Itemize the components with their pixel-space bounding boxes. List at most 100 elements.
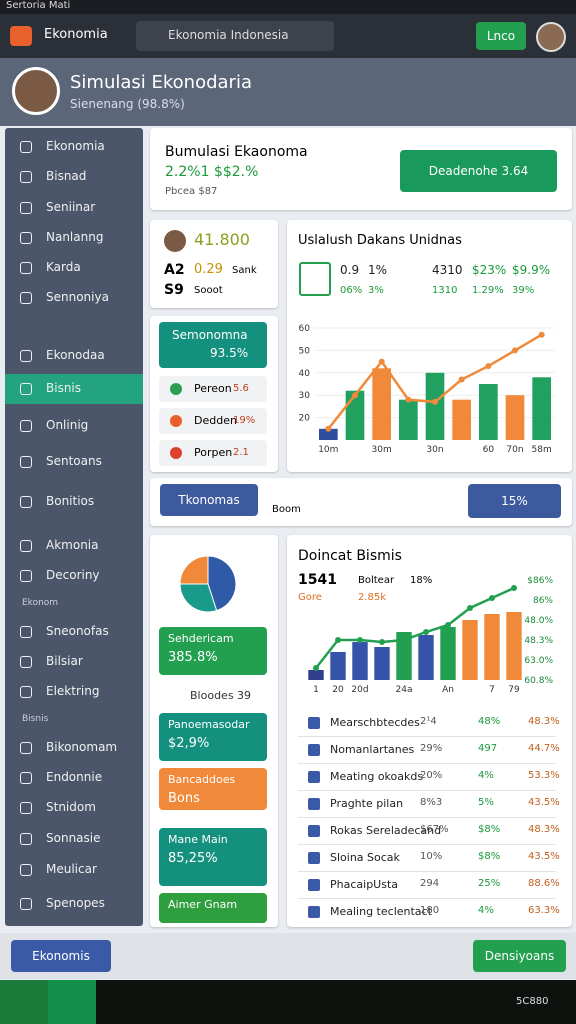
side-list-value: 5.6 bbox=[233, 383, 249, 394]
table-cell: 43.5% bbox=[528, 851, 560, 862]
line-point bbox=[423, 629, 429, 635]
action-right[interactable]: 15% bbox=[468, 484, 561, 518]
table-cell: 48% bbox=[478, 716, 501, 727]
left-box-text: Mane Main bbox=[168, 833, 228, 846]
sidebar-selected bbox=[5, 374, 143, 404]
start-button[interactable] bbox=[0, 980, 48, 1024]
line-point bbox=[335, 637, 341, 643]
taskbar bbox=[0, 980, 576, 1024]
profile-avatar bbox=[164, 230, 186, 252]
sidebar-icon bbox=[20, 898, 32, 910]
table-cell: 44.7% bbox=[528, 743, 560, 754]
sidebar bbox=[5, 128, 143, 926]
sidebar-item: Karda bbox=[46, 260, 81, 274]
bar bbox=[330, 652, 346, 680]
table-cell: 5% bbox=[478, 797, 494, 808]
summary-note: Pbcea $87 bbox=[165, 186, 218, 197]
table-icon bbox=[308, 744, 320, 756]
chart1-stat: 1.29% bbox=[472, 285, 504, 296]
brand: Ekonomia bbox=[44, 27, 108, 42]
sidebar-icon bbox=[20, 292, 32, 304]
line-point bbox=[458, 376, 465, 383]
app-button[interactable]: Lnco bbox=[476, 22, 526, 50]
table-cell: $8% bbox=[478, 851, 501, 862]
line-point bbox=[467, 605, 473, 611]
x-tick-label: 79 bbox=[508, 685, 520, 695]
chart2-stat: 18% bbox=[410, 575, 433, 586]
side-list-value: 2.1 bbox=[233, 447, 249, 458]
sidebar-item: Bisnis bbox=[46, 381, 82, 395]
sidebar-item: Bikonomam bbox=[46, 740, 118, 754]
line-point bbox=[313, 665, 319, 671]
action-left[interactable]: Tkonomas bbox=[160, 484, 258, 516]
profile-text: A2 bbox=[164, 262, 185, 278]
chart1-stat: 3% bbox=[368, 285, 384, 296]
sidebar-section: Ekonom bbox=[22, 598, 59, 608]
y-tick-label: 60 bbox=[299, 324, 311, 334]
chart1-icon bbox=[299, 262, 331, 296]
side-list-head-text: Semonomna bbox=[172, 328, 248, 342]
sidebar-icon bbox=[20, 232, 32, 244]
side-label: 48.0% bbox=[524, 616, 553, 626]
profile-text: S9 bbox=[164, 282, 184, 298]
x-tick-label: An bbox=[442, 685, 454, 695]
summary-button[interactable]: Deadenohe 3.64 bbox=[400, 150, 557, 192]
header-subtitle: Sienenang (98.8%) bbox=[70, 97, 185, 111]
table-rule bbox=[298, 763, 556, 764]
sidebar-item: Onlinig bbox=[46, 418, 89, 432]
left-box-text: Sehdericam bbox=[168, 632, 234, 645]
sidebar-section: Bisnis bbox=[22, 714, 49, 724]
line-point bbox=[445, 622, 451, 628]
side-label: 60.8% bbox=[524, 676, 553, 686]
line-point bbox=[352, 392, 358, 399]
table-cell: 10% bbox=[420, 851, 443, 862]
left-box bbox=[159, 893, 267, 923]
table-rule bbox=[298, 871, 556, 872]
line-point bbox=[538, 331, 545, 338]
url: Ekonomia Indonesia bbox=[168, 28, 289, 42]
header bbox=[0, 58, 576, 126]
table-cell: 4% bbox=[478, 770, 494, 781]
sidebar-item: Elektring bbox=[46, 684, 100, 698]
chart1-stat: 4310 bbox=[432, 263, 463, 277]
table-cell: 43.5% bbox=[528, 797, 560, 808]
profile-text: Sooot bbox=[194, 285, 223, 296]
side-list-head bbox=[159, 322, 267, 368]
table-cell: 53.3% bbox=[528, 770, 560, 781]
chart1-stat: 39% bbox=[512, 285, 535, 296]
task-app[interactable] bbox=[48, 980, 96, 1024]
sidebar-icon bbox=[20, 742, 32, 754]
x-tick-label: 60 bbox=[483, 445, 495, 455]
side-list-dot bbox=[170, 383, 182, 395]
table-cell: Mearschbtecdes bbox=[330, 716, 420, 729]
line-point bbox=[357, 637, 363, 643]
profile-text: Sank bbox=[232, 265, 257, 276]
url-box[interactable] bbox=[136, 21, 334, 51]
side-list-label: Pereon bbox=[194, 382, 232, 395]
profile-text: 0.29 bbox=[194, 262, 223, 277]
bar bbox=[399, 399, 418, 440]
table-cell: 88.6% bbox=[528, 878, 560, 889]
sidebar-icon bbox=[20, 540, 32, 552]
bar bbox=[506, 612, 522, 680]
sidebar-icon bbox=[20, 626, 32, 638]
table-cell: 29% bbox=[420, 743, 443, 754]
x-tick-label: 20 bbox=[332, 685, 344, 695]
chart1-stat: 0.9 bbox=[340, 263, 360, 277]
bar bbox=[418, 635, 434, 680]
y-tick-label: 30 bbox=[299, 391, 311, 401]
sidebar-icon bbox=[20, 833, 32, 845]
bottom-left[interactable]: Ekonomis bbox=[11, 940, 111, 972]
table-cell: 8%3 bbox=[420, 797, 443, 808]
table-cell: Meating okoakds bbox=[330, 770, 424, 783]
sidebar-icon bbox=[20, 656, 32, 668]
table-cell: 20% bbox=[420, 770, 443, 781]
logo bbox=[10, 26, 32, 46]
line-point bbox=[378, 358, 385, 365]
bottom-right[interactable]: Densiyoans bbox=[473, 940, 566, 972]
line-point bbox=[432, 398, 438, 405]
avatar[interactable] bbox=[536, 22, 566, 52]
bar bbox=[352, 642, 368, 680]
sidebar-icon bbox=[20, 141, 32, 153]
sidebar-icon bbox=[20, 171, 32, 183]
